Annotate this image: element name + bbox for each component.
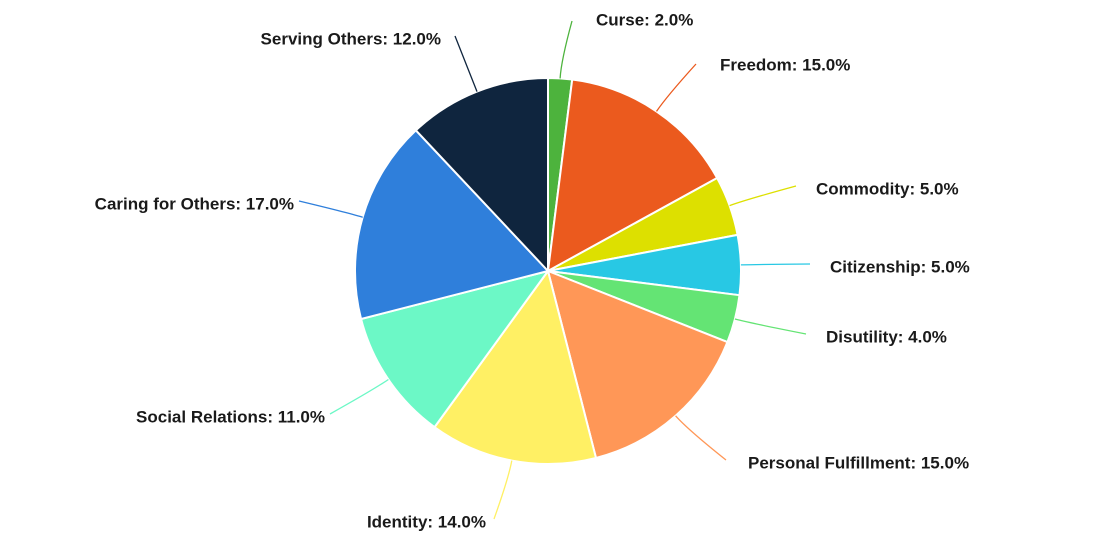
leader-line-citizenship (740, 263, 811, 266)
pie-slices (354, 76, 742, 465)
slice-label-caring-for-others: Caring for Others: 17.0% (95, 194, 294, 213)
slice-label-serving-others: Serving Others: 12.0% (261, 29, 441, 48)
pie-slice-serving-others (414, 77, 549, 272)
leader-line-caring-for-others (298, 200, 363, 218)
leader-line-disutility (734, 318, 807, 335)
slice-label-personal-fulfillment: Personal Fulfillment: 15.0% (748, 453, 969, 472)
leader-line-serving-others (454, 35, 478, 92)
pie-slice-identity (433, 270, 597, 465)
slice-label-disutility: Disutility: 4.0% (826, 327, 947, 346)
leader-line-curse (559, 20, 573, 79)
slice-labels: Curse: 2.0% Freedom: 15.0% Commodity: 5.0%… (95, 10, 970, 531)
label-leader-lines (298, 20, 811, 520)
leader-line-social-relations (329, 378, 389, 415)
leader-line-freedom (655, 63, 697, 112)
leader-line-commodity (729, 185, 797, 207)
slice-label-citizenship: Citizenship: 5.0% (830, 257, 970, 276)
slice-label-commodity: Commodity: 5.0% (816, 179, 959, 198)
slice-label-identity: Identity: 14.0% (367, 512, 486, 531)
leader-line-identity (493, 460, 513, 520)
slice-label-social-relations: Social Relations: 11.0% (136, 407, 325, 426)
slice-label-curse: Curse: 2.0% (596, 10, 693, 29)
leader-line-personal-fulfillment (675, 415, 727, 461)
slice-label-freedom: Freedom: 15.0% (720, 55, 850, 74)
